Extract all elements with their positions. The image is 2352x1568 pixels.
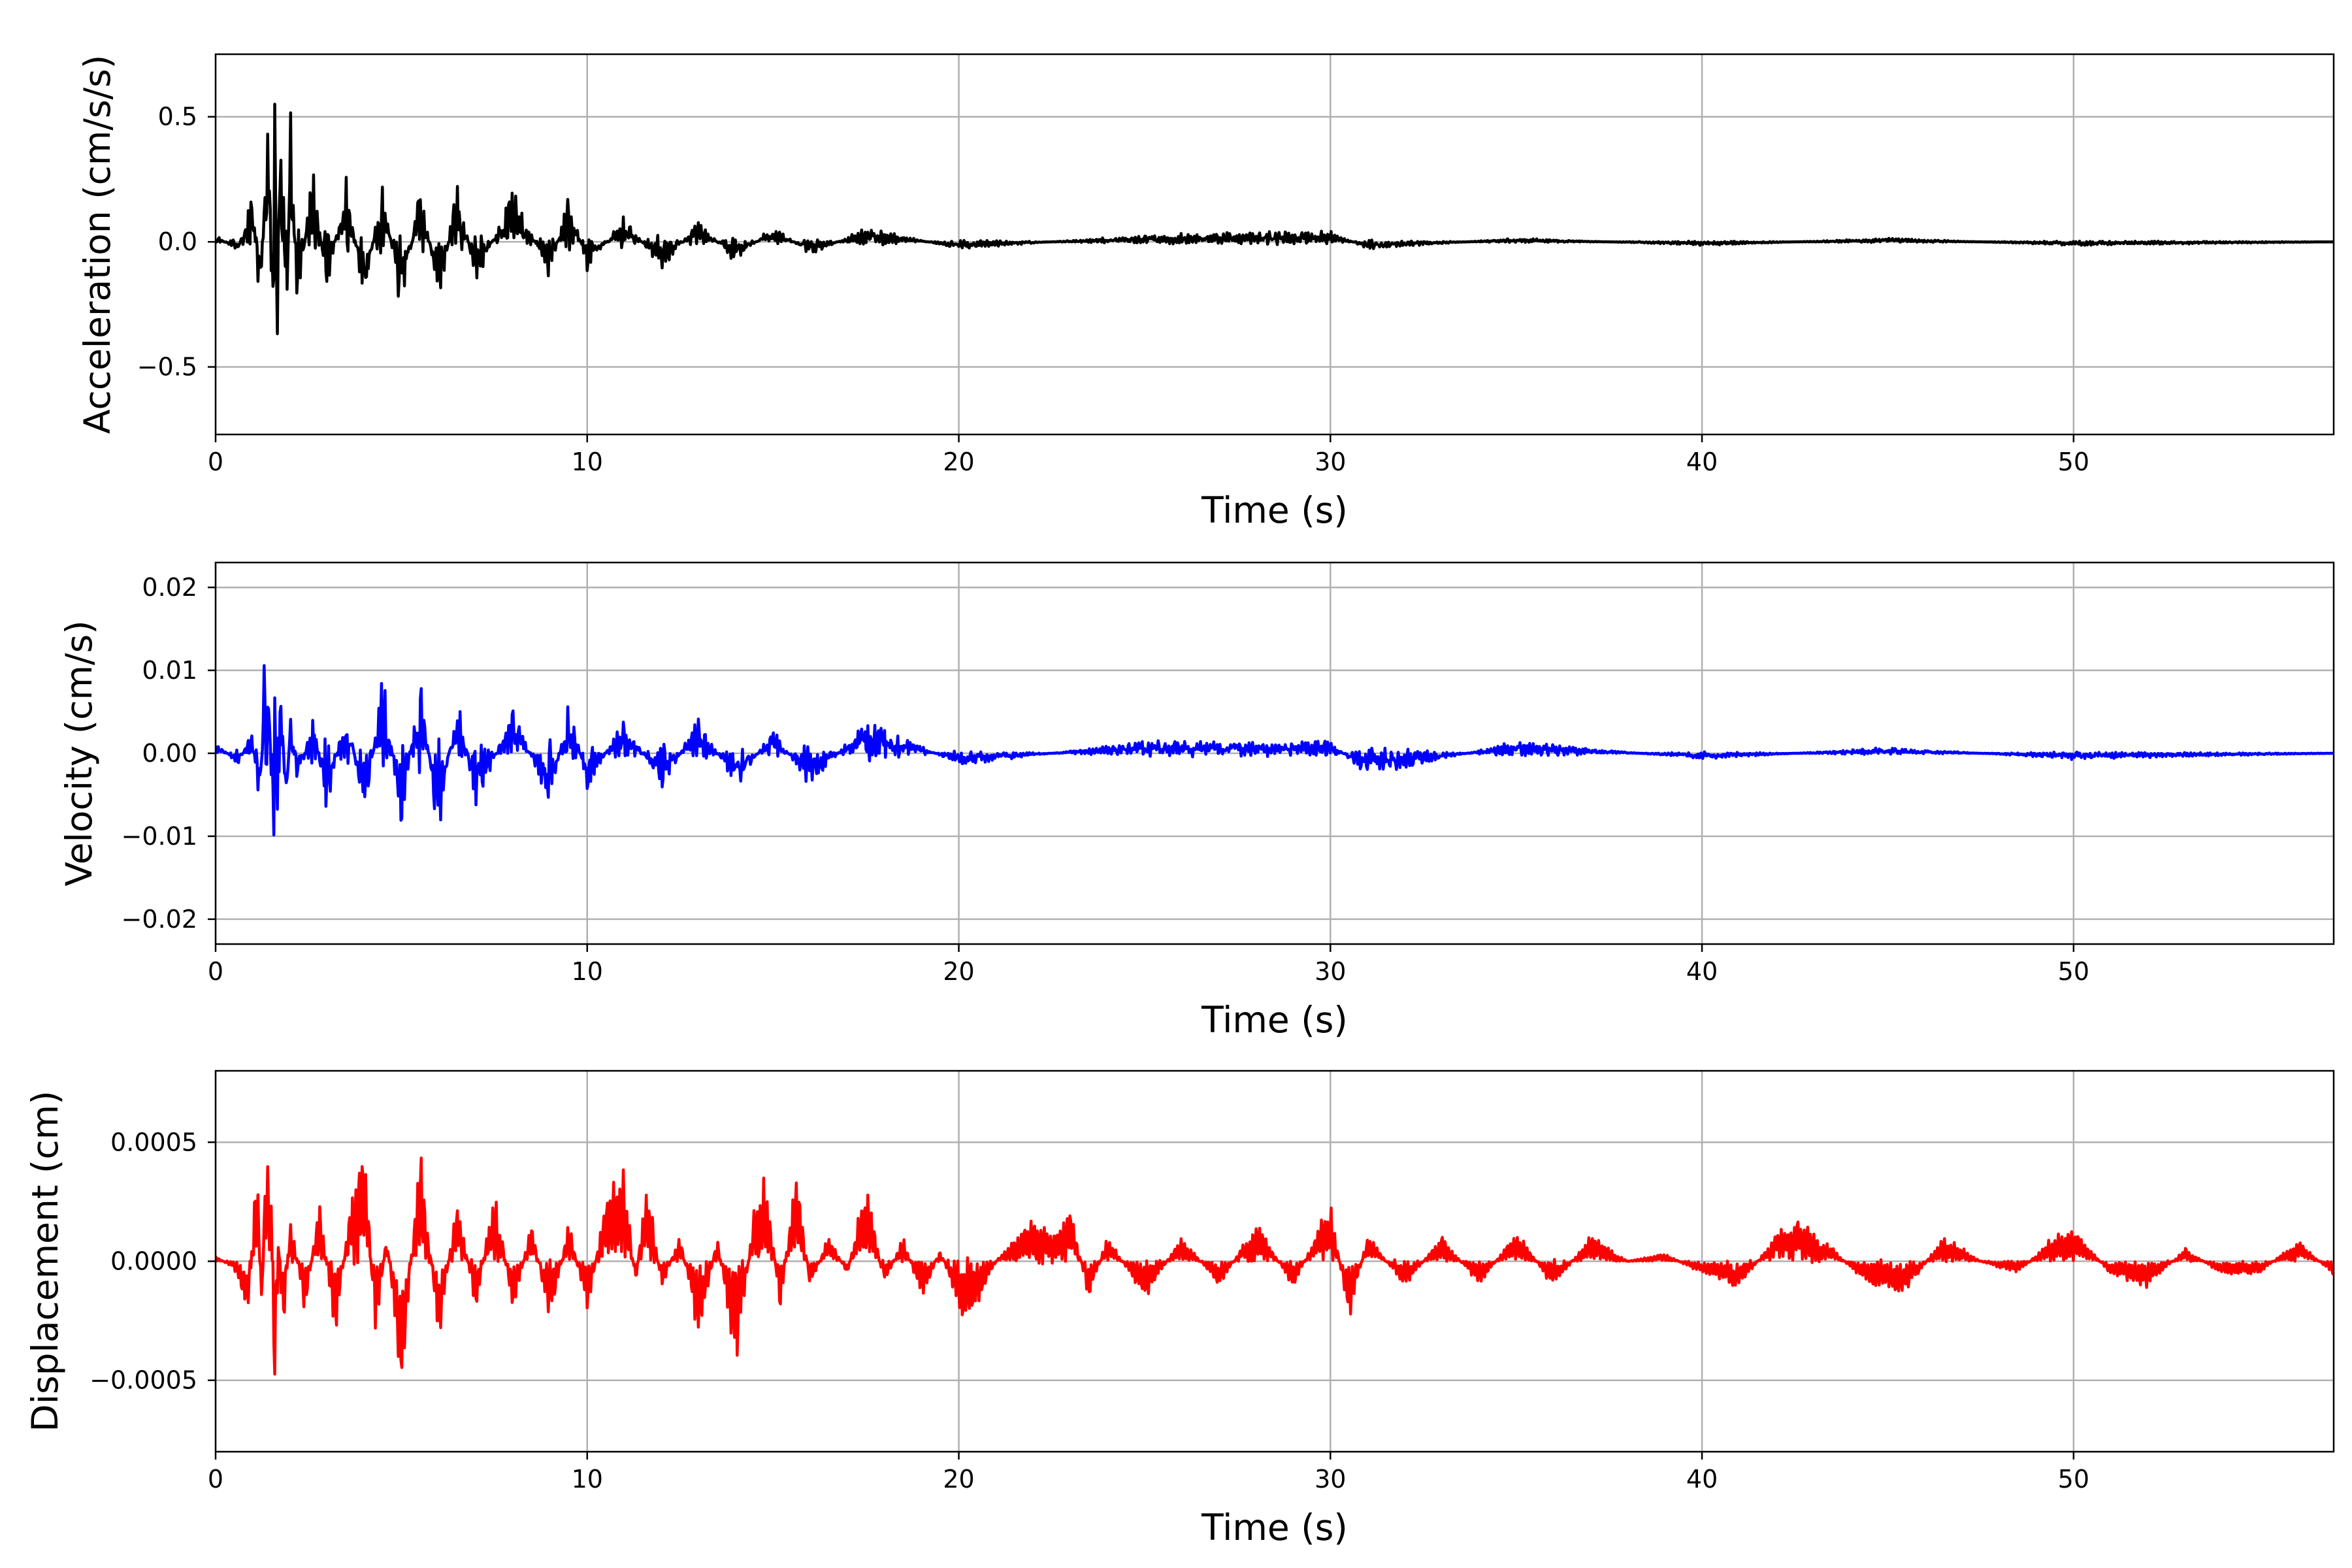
displacement-series-line bbox=[216, 1156, 2334, 1376]
velocity-ytick-label-2: 0.00 bbox=[142, 739, 197, 768]
acceleration-panel: 0 10 20 30 40 50 −0.5 0.0 0.5 Time (s) Acceleratio… bbox=[76, 53, 2335, 531]
acceleration-axes-frame bbox=[214, 53, 2335, 436]
acceleration-xtick-label-0: 0 bbox=[208, 448, 223, 476]
displacement-ytick-label-1: 0.0000 bbox=[110, 1247, 197, 1276]
velocity-xtick-label-5: 50 bbox=[2058, 957, 2089, 986]
velocity-xtick-label-1: 10 bbox=[572, 957, 603, 986]
velocity-panel: 0 10 20 30 40 50 −0.02 −0.01 0.00 0.01 0.02 Time (s… bbox=[58, 561, 2335, 1041]
displacement-xtick-label-0: 0 bbox=[208, 1465, 223, 1494]
velocity-xtick-label-3: 30 bbox=[1315, 957, 1346, 986]
displacement-ylabel: Displacement (cm) bbox=[24, 1090, 66, 1431]
displacement-xtick-label-5: 50 bbox=[2058, 1465, 2089, 1494]
displacement-ytick-label-2: 0.0005 bbox=[110, 1128, 197, 1156]
acceleration-xlabel: Time (s) bbox=[1201, 489, 1348, 531]
acceleration-xtick-label-5: 50 bbox=[2058, 448, 2089, 476]
acceleration-ytick-label-0: −0.5 bbox=[137, 353, 197, 382]
displacement-panel: 0 10 20 30 40 50 −0.0005 0.0000 0.0005 Time (s) Di… bbox=[24, 1070, 2335, 1548]
displacement-xtick-label-1: 10 bbox=[572, 1465, 603, 1494]
displacement-xtick-label-2: 20 bbox=[943, 1465, 974, 1494]
acceleration-ytick-label-2: 0.5 bbox=[158, 103, 197, 131]
velocity-ytick-label-3: 0.01 bbox=[142, 656, 197, 685]
velocity-ytick-label-4: 0.02 bbox=[142, 573, 197, 602]
acceleration-xtick-label-4: 40 bbox=[1686, 448, 1718, 476]
velocity-xlabel: Time (s) bbox=[1201, 999, 1348, 1041]
velocity-xtick-label-0: 0 bbox=[208, 957, 223, 986]
acceleration-xtick-label-3: 30 bbox=[1315, 448, 1346, 476]
acceleration-ytick-label-1: 0.0 bbox=[158, 227, 197, 256]
velocity-ytick-label-0: −0.02 bbox=[122, 905, 197, 934]
acceleration-xtick-label-2: 20 bbox=[943, 448, 974, 476]
displacement-ytick-label-0: −0.0005 bbox=[90, 1366, 197, 1395]
acceleration-xtick-label-1: 10 bbox=[572, 448, 603, 476]
velocity-xtick-label-4: 40 bbox=[1686, 957, 1718, 986]
velocity-ylabel: Velocity (cm/s) bbox=[58, 620, 100, 886]
velocity-xtick-label-2: 20 bbox=[943, 957, 974, 986]
velocity-ytick-label-1: −0.01 bbox=[122, 822, 197, 851]
acceleration-series-line bbox=[216, 103, 2334, 336]
velocity-series-line bbox=[216, 664, 2334, 837]
panels: 0 10 20 30 40 50 −0.5 0.0 0.5 Time (s) Acceleratio… bbox=[24, 53, 2335, 1548]
displacement-xtick-label-3: 30 bbox=[1315, 1465, 1346, 1494]
displacement-xlabel: Time (s) bbox=[1201, 1507, 1348, 1548]
displacement-xtick-label-4: 40 bbox=[1686, 1465, 1718, 1494]
acceleration-ylabel: Acceleration (cm/s/s) bbox=[76, 55, 118, 434]
